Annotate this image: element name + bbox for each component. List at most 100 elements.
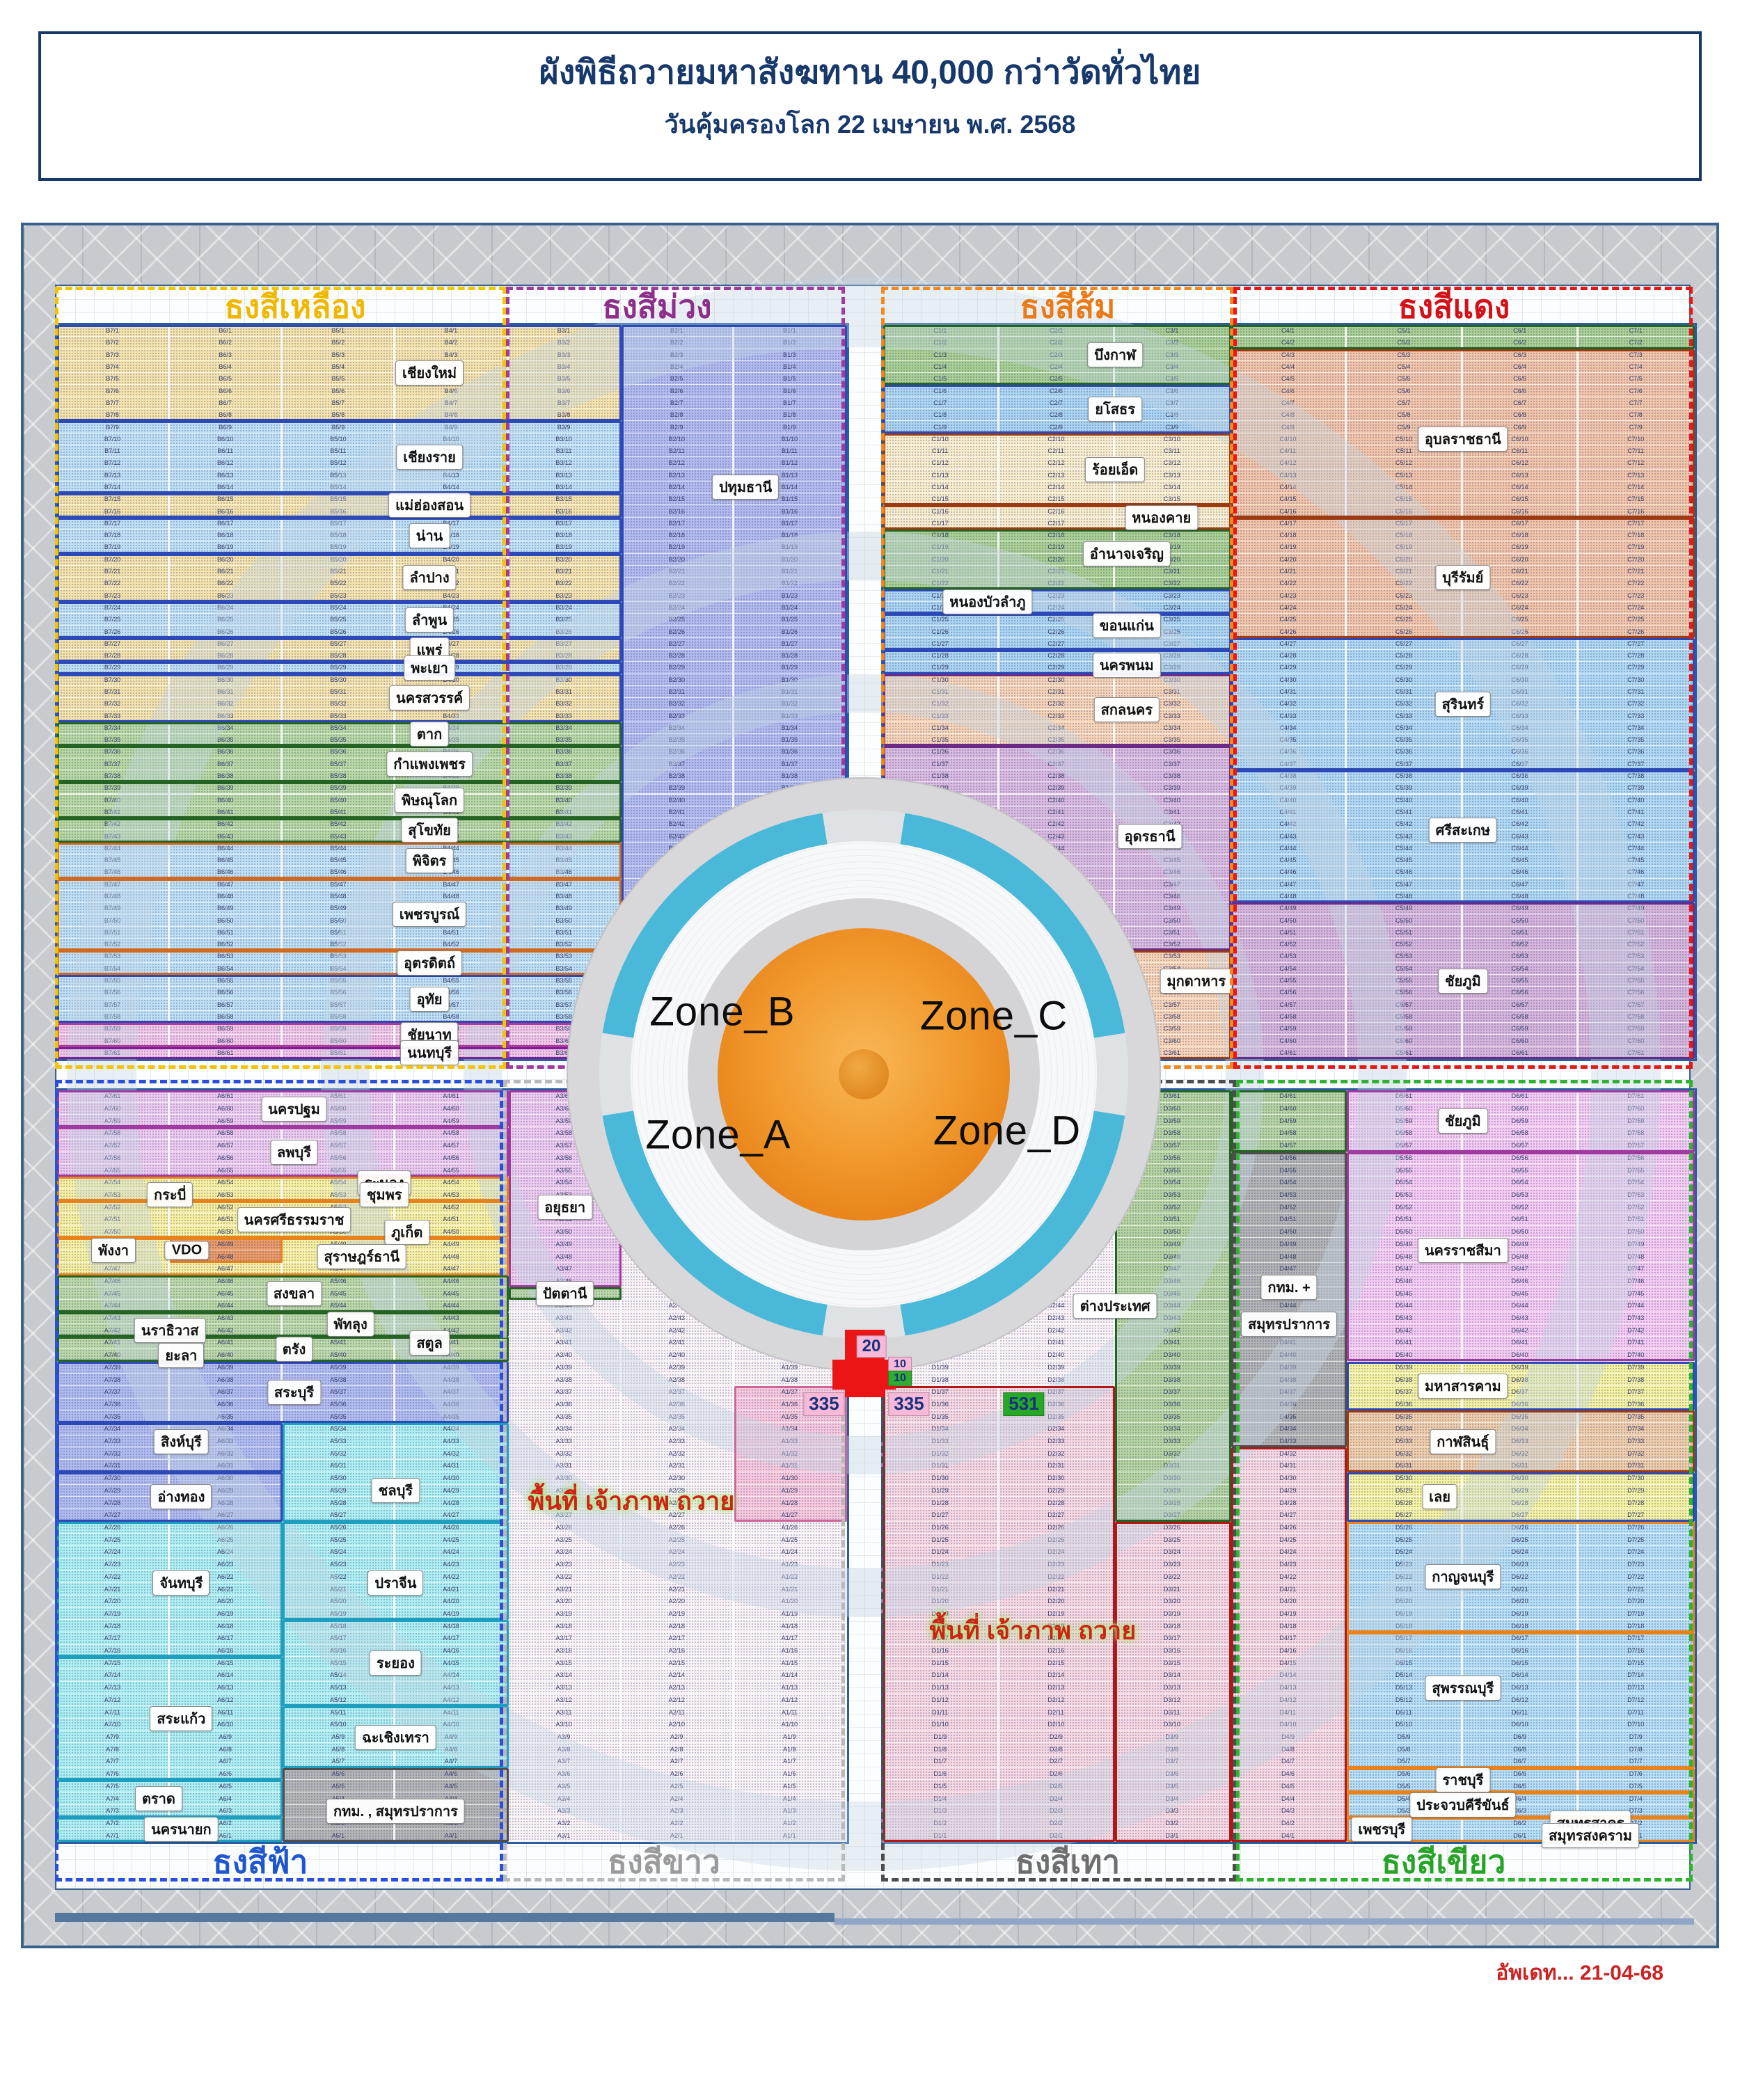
seat-cell: B3/41: [508, 806, 622, 819]
seat-cell: B5/31: [283, 685, 396, 699]
seat-cell: C6/58: [1462, 1010, 1579, 1024]
zone-label: Zone_C: [919, 993, 1068, 1039]
seat-cell: C5/55: [1347, 974, 1463, 987]
seat-cell: C4/24: [1231, 601, 1347, 614]
seat-cell: A5/28: [283, 1497, 396, 1509]
seat-cell: B6/27: [170, 637, 283, 650]
seat-cell: B2/36: [621, 746, 734, 758]
seat-cell: B3/25: [508, 614, 622, 626]
seat-cell: C3/14: [1115, 481, 1231, 494]
seat-cell: A3/43: [508, 1312, 622, 1325]
seat-cell: C6/56: [1462, 987, 1579, 999]
province-label: กทม. +: [1260, 1275, 1318, 1300]
seat-cell: B3/29: [508, 662, 622, 674]
seat-cell: C1/19: [883, 541, 999, 554]
seat-cell: A7/55: [57, 1164, 171, 1177]
seat-cell: B6/15: [170, 493, 283, 506]
seat-cell: A1/3: [734, 1804, 847, 1817]
seat-cell: D7/26: [1579, 1521, 1695, 1534]
seat-cell: D3/13: [1115, 1681, 1231, 1694]
seat-cell: D1/12: [883, 1694, 999, 1707]
seat-cell: C2/40: [999, 794, 1116, 806]
seat-cell: D3/8: [1115, 1743, 1231, 1756]
seat-cell: C7/49: [1579, 902, 1695, 915]
seat-cell: A4/43: [395, 1312, 509, 1325]
seat-cell: D6/24: [1462, 1546, 1579, 1559]
seat-cell: C1/31: [883, 685, 999, 699]
seat-cell: C5/17: [1347, 517, 1463, 530]
seat-cell: A2/12: [621, 1694, 734, 1707]
seat-cell: B5/59: [283, 1023, 396, 1035]
seat-cell: B7/50: [57, 914, 171, 927]
seat-cell: D3/31: [1115, 1460, 1231, 1472]
seat-cell: B4/1: [395, 325, 509, 337]
seat-cell: B5/32: [283, 698, 396, 710]
seat-cell: D2/16: [999, 1644, 1116, 1657]
seat-cell: A6/16: [170, 1644, 283, 1657]
seat-cell: C4/44: [1231, 842, 1347, 854]
seat-cell: D6/56: [1462, 1152, 1579, 1165]
seat-cell: D3/28: [1115, 1497, 1231, 1509]
seat-cell: B3/20: [508, 553, 622, 566]
seat-cell: B5/51: [283, 926, 396, 939]
seat-cell: B7/16: [57, 505, 171, 518]
seat-cell: B3/39: [508, 782, 622, 795]
seat-cell: D4/54: [1231, 1176, 1347, 1189]
province-label: ตราด: [134, 1786, 182, 1812]
seat-cell: C2/22: [999, 578, 1116, 590]
seat-cell: D6/41: [1462, 1337, 1579, 1349]
seat-cell: A7/10: [57, 1718, 171, 1731]
province-label: ลำปาง: [402, 565, 457, 591]
seat-cell: C4/20: [1231, 553, 1347, 566]
seat-cell: D3/15: [1115, 1657, 1231, 1670]
seat-cell: A7/37: [57, 1385, 171, 1399]
seat-cell: D4/2: [1231, 1817, 1347, 1830]
seat-cell: C5/21: [1347, 565, 1463, 578]
seat-cell: D3/23: [1115, 1558, 1231, 1571]
seat-cell: A1/29: [734, 1484, 847, 1497]
seat-cell: D6/61: [1462, 1090, 1579, 1103]
seat-cell: A2/36: [621, 1398, 734, 1411]
seat-cell: B4/14: [395, 481, 509, 494]
seat-cell: C6/37: [1462, 758, 1579, 770]
seat-cell: D6/39: [1462, 1361, 1579, 1374]
seat-cell: A4/47: [395, 1262, 509, 1275]
seat-cell: A1/6: [734, 1767, 847, 1781]
seat-cell: C4/9: [1231, 421, 1347, 433]
seat-cell: D7/45: [1579, 1287, 1695, 1300]
seat-cell: D5/16: [1347, 1644, 1463, 1657]
seat-cell: C7/48: [1579, 890, 1695, 903]
seat-cell: A6/7: [170, 1756, 283, 1768]
province-label: ศรีสะเกษ: [1428, 818, 1498, 843]
seat-cell: B1/24: [734, 601, 847, 614]
seat-cell: A2/15: [621, 1657, 734, 1670]
seat-cell: A3/30: [508, 1472, 622, 1485]
seat-cell: D7/39: [1579, 1361, 1695, 1374]
seat-cell: C3/21: [1115, 565, 1231, 578]
seat-cell: B1/12: [734, 457, 847, 470]
seat-cell: A6/44: [170, 1299, 283, 1312]
seat-cell: A2/13: [621, 1681, 734, 1694]
seat-cell: B7/9: [57, 421, 171, 433]
seat-cell: A2/23: [621, 1558, 734, 1571]
seat-cell: D4/24: [1231, 1546, 1347, 1559]
seat-cell: A1/16: [734, 1644, 847, 1657]
seat-cell: A5/39: [283, 1361, 396, 1374]
seat-cell: D5/10: [1347, 1718, 1463, 1731]
donor-area-label: พื้นที่ เจ้าภาพ ถวาย: [929, 1616, 1137, 1645]
seat-cell: D4/53: [1231, 1188, 1347, 1202]
seat-cell: D4/55: [1231, 1164, 1347, 1177]
seat-cell: B5/11: [283, 445, 396, 458]
seat-cell: B2/38: [621, 770, 734, 783]
seat-cell: B3/49: [508, 902, 622, 915]
seat-cell: C5/45: [1347, 854, 1463, 867]
seat-cell: C6/36: [1462, 746, 1579, 758]
seat-cell: B7/56: [57, 987, 171, 999]
seat-cell: C7/47: [1579, 878, 1695, 891]
seat-cell: C2/28: [999, 649, 1116, 662]
seat-cell: C4/12: [1231, 457, 1347, 470]
seat-cell: D1/6: [883, 1767, 999, 1781]
seat-cell: A3/4: [508, 1792, 622, 1805]
seat-cell: C5/30: [1347, 674, 1463, 686]
seat-cell: D3/35: [1115, 1410, 1231, 1424]
